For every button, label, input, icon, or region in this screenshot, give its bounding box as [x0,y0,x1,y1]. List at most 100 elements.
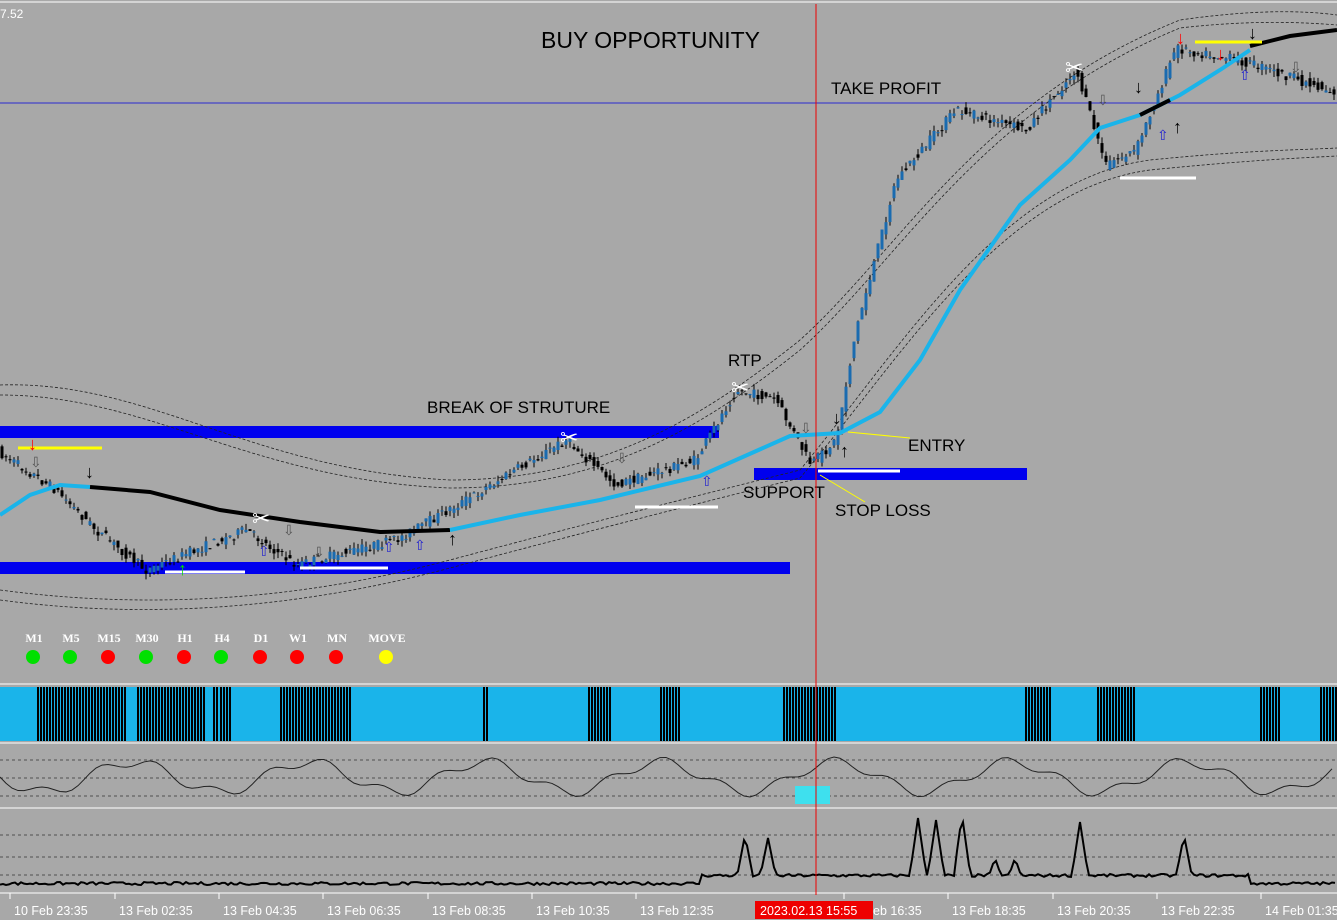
stripe [197,687,199,741]
trend-panel [0,687,1337,741]
candle-body [148,567,152,573]
candle-body [440,510,444,512]
candle-body [212,538,216,541]
candle-body [984,113,988,115]
stripe [182,687,184,741]
candle-body [1104,155,1108,162]
stripe [52,687,54,741]
candle-body [836,430,840,445]
stripe [483,687,485,741]
candle-body [940,130,944,132]
candle-body [632,475,636,483]
candle-body [120,548,124,556]
stripe [82,687,84,741]
candle-body [868,279,872,295]
candle-body [920,146,924,153]
stripe [40,687,42,741]
candle-body [40,480,44,485]
stripe [807,687,809,741]
stripe [1025,687,1027,741]
candle-body [756,394,760,400]
candle-body [992,119,996,123]
candle-body [152,565,156,573]
stripe [97,687,99,741]
stripe [663,687,665,741]
moving-average [0,482,91,517]
svg-text:✂: ✂ [1065,55,1083,80]
candle-body [820,450,824,463]
candle-body [1220,56,1224,59]
candle-body [20,468,24,471]
candle-body [436,513,440,524]
stripe [331,687,333,741]
candle-body [280,550,284,552]
timeframe-label: H1 [177,631,192,645]
candle-body [48,481,52,488]
stripe [137,687,139,741]
candle-body [852,341,856,359]
candle-body [96,531,100,536]
stripe [1028,687,1030,741]
scissors: ✂ ✂ ✂ ✂ [252,55,1083,531]
candle-body [460,500,464,507]
candle-body [752,389,756,398]
stripe [675,687,677,741]
candle-body [680,461,684,465]
candle-body [416,523,420,530]
stripe [301,687,303,741]
stripe [94,687,96,741]
candle-body [932,131,936,142]
candle-body [596,461,600,467]
levels [18,40,1262,574]
candle-body [732,397,736,399]
candle-body [232,539,236,541]
candle-body [1012,122,1016,128]
candle-body [44,481,48,484]
candle-body [556,441,560,450]
time-label: 13 Feb 20:35 [1057,904,1131,918]
time-label: 13 Feb 08:35 [432,904,506,918]
candle-body [228,535,232,537]
stripe [1115,687,1117,741]
candle-body [1192,51,1196,57]
candle-body [1000,119,1004,123]
candle-body [1024,129,1028,132]
candle-body [660,472,664,474]
candle-body [160,561,164,568]
candle-body [628,478,632,485]
entry-pointer [847,431,911,439]
candle-body [260,543,264,545]
candle-body [468,497,472,504]
candle-body [444,511,448,516]
stripe [783,687,785,741]
candle-body [1332,89,1336,95]
candle-body [80,514,84,520]
stripe [831,687,833,741]
candle-body [308,564,312,567]
candle-body [708,432,712,439]
candle-body [432,519,436,523]
stripe [76,687,78,741]
annotation: ENTRY [908,436,965,455]
stripe [588,687,590,741]
time-axis: 10 Feb 23:35 13 Feb 02:35 13 Feb 04:35 13 F… [9,893,1337,918]
candle-body [560,445,564,447]
candle-body [700,451,704,455]
candle-body [124,547,128,559]
candle-body [1212,57,1216,59]
stripe [594,687,596,741]
oscillator-levels [0,759,1337,797]
moving-average [1139,98,1171,117]
candle-body [364,546,368,552]
stripe [666,687,668,741]
stripe [486,687,488,741]
candle-body [936,132,940,134]
candle-body [1048,99,1052,108]
candle-body [1068,79,1072,81]
support-zone [0,562,790,574]
timeframe-label: W1 [289,631,307,645]
candle-body [892,186,896,199]
candle-body [68,501,72,505]
stripe [146,687,148,741]
candle-body [256,538,260,542]
